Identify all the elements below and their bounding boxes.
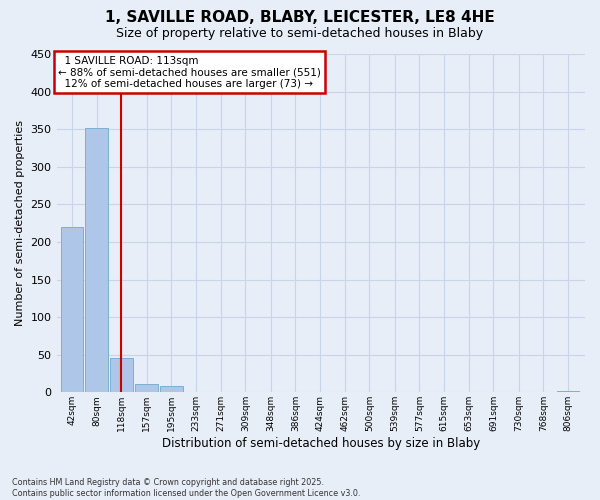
Bar xyxy=(61,227,83,392)
Bar xyxy=(160,386,183,392)
Text: 1 SAVILLE ROAD: 113sqm
← 88% of semi-detached houses are smaller (551)
  12% of : 1 SAVILLE ROAD: 113sqm ← 88% of semi-det… xyxy=(58,56,321,88)
Text: Contains HM Land Registry data © Crown copyright and database right 2025.
Contai: Contains HM Land Registry data © Crown c… xyxy=(12,478,361,498)
Text: Size of property relative to semi-detached houses in Blaby: Size of property relative to semi-detach… xyxy=(116,28,484,40)
Bar xyxy=(110,358,133,392)
Bar xyxy=(136,384,158,392)
Y-axis label: Number of semi-detached properties: Number of semi-detached properties xyxy=(15,120,25,326)
Bar xyxy=(557,391,580,392)
Bar xyxy=(85,128,108,392)
Text: 1, SAVILLE ROAD, BLABY, LEICESTER, LE8 4HE: 1, SAVILLE ROAD, BLABY, LEICESTER, LE8 4… xyxy=(105,10,495,25)
X-axis label: Distribution of semi-detached houses by size in Blaby: Distribution of semi-detached houses by … xyxy=(161,437,480,450)
